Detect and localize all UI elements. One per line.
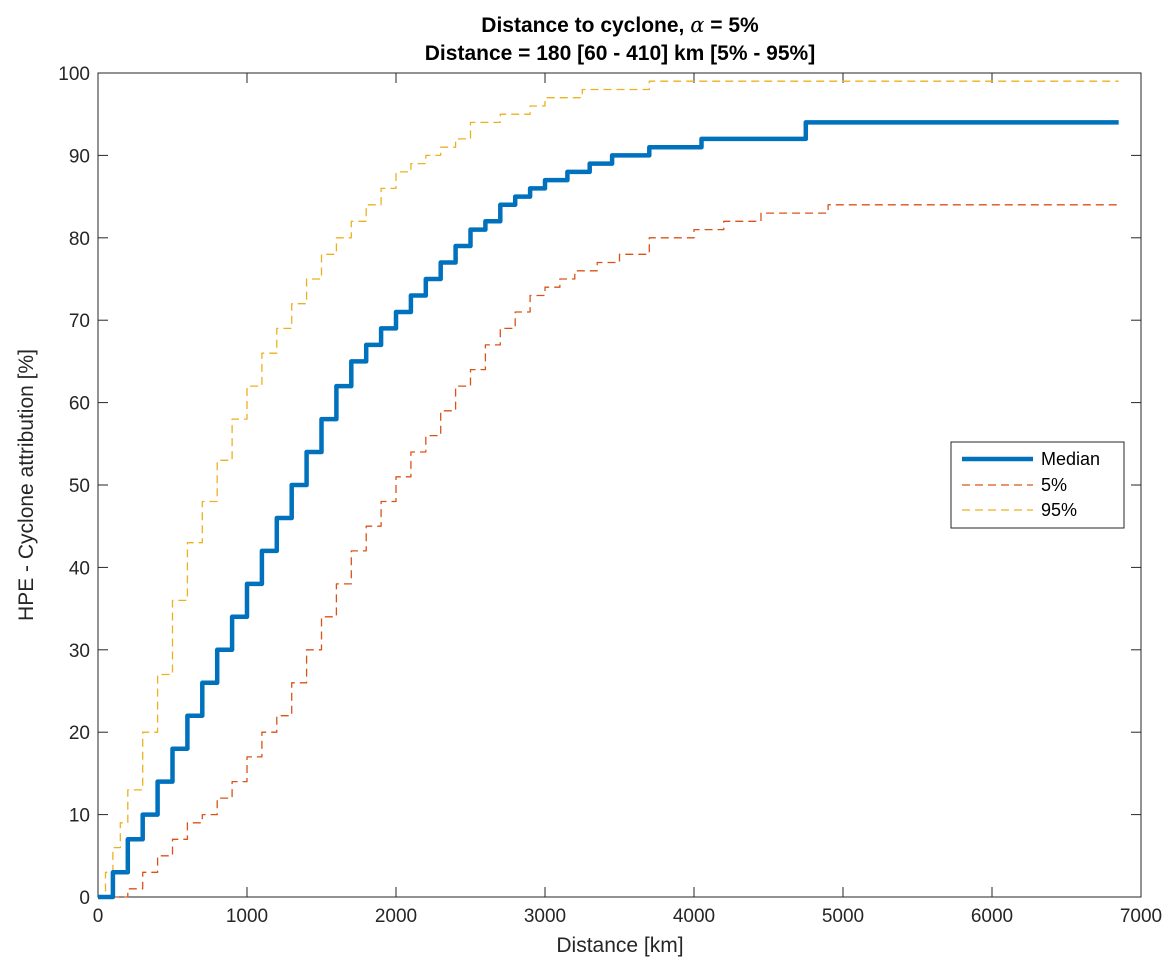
- x-tick-label: 7000: [1120, 906, 1162, 927]
- x-tick-label: 5000: [822, 906, 864, 927]
- y-tick-label: 100: [58, 64, 90, 85]
- y-tick-label: 70: [69, 311, 90, 332]
- y-tick-label: 30: [69, 641, 90, 662]
- y-tick-label: 0: [79, 888, 90, 909]
- y-tick-label: 20: [69, 723, 90, 744]
- chart-subtitle: Distance = 180 [60 - 410] km [5% - 95%]: [425, 42, 815, 65]
- series-group: [98, 80, 1119, 900]
- y-tick-label: 10: [69, 806, 90, 827]
- x-axis-label: Distance [km]: [556, 934, 683, 957]
- title-alpha-symbol: α: [690, 13, 704, 37]
- series-line-median: [98, 120, 1119, 900]
- title-after: = 5%: [704, 14, 759, 37]
- x-tick-label: 3000: [524, 906, 566, 927]
- y-axis-label: HPE - Cyclone attribution [%]: [15, 349, 38, 621]
- x-tick-label: 6000: [971, 906, 1013, 927]
- legend-label-95pct: 95%: [1041, 500, 1077, 520]
- legend-label-5pct: 5%: [1041, 475, 1067, 495]
- y-tick-label: 50: [69, 476, 90, 497]
- chart-title: Distance to cyclone, α = 5%: [481, 13, 759, 37]
- y-tick-label: 40: [69, 558, 90, 579]
- y-tick-label: 60: [69, 394, 90, 415]
- y-tick-label: 90: [69, 146, 90, 167]
- x-tick-label: 0: [93, 906, 104, 927]
- series-line-95pct: [98, 80, 1119, 898]
- legend: Median 5% 95%: [950, 441, 1125, 529]
- x-tick-label: 4000: [673, 906, 715, 927]
- title-before: Distance to cyclone,: [481, 14, 690, 37]
- y-tick-label: 80: [69, 229, 90, 250]
- series-line-5pct: [98, 204, 1119, 898]
- legend-label-median: Median: [1041, 449, 1100, 469]
- x-axis: 0 1000 2000 3000 4000 5000 6000 7000: [93, 73, 1162, 927]
- x-tick-label: 2000: [375, 906, 417, 927]
- y-axis: 0 10 20 30 40 50 60 70 80 90 100: [58, 64, 1141, 909]
- x-tick-label: 1000: [226, 906, 268, 927]
